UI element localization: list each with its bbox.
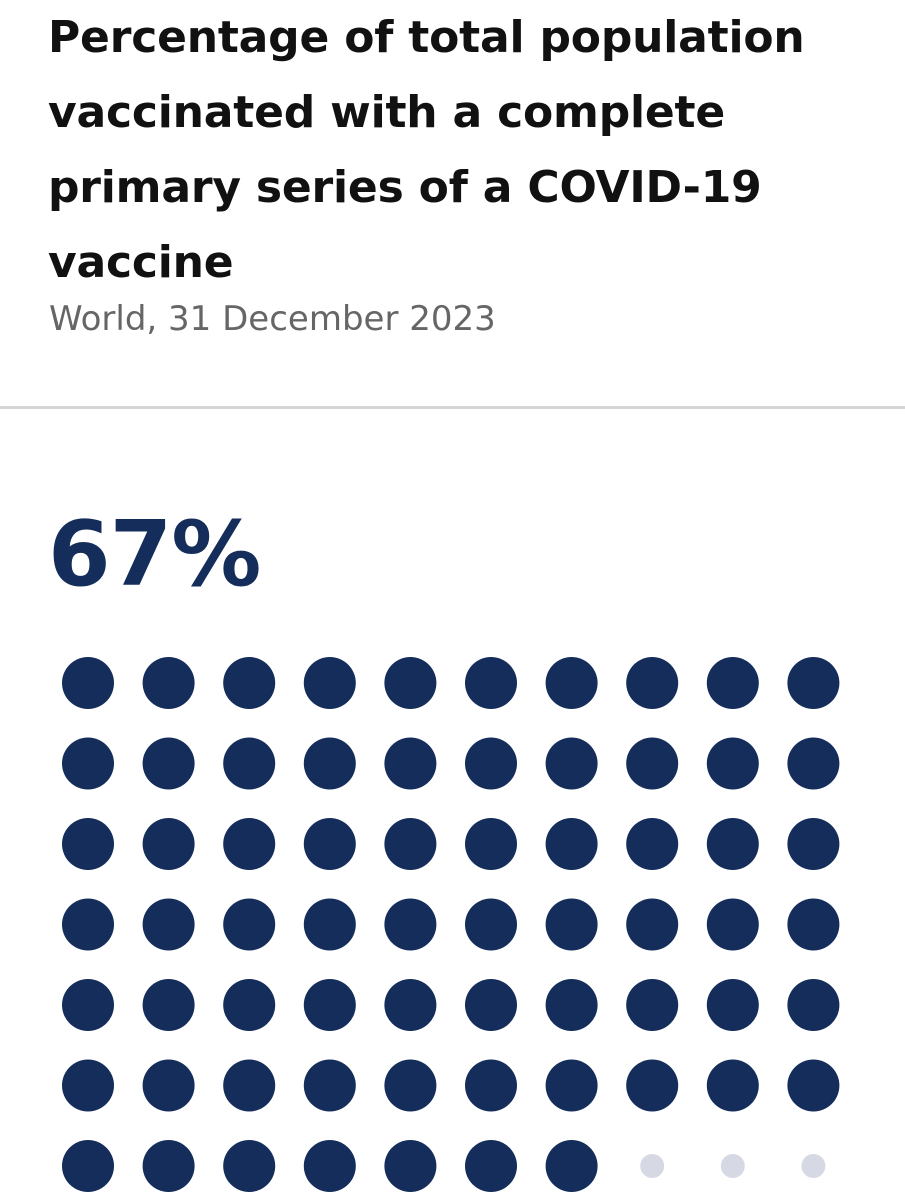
dot-filled: [303, 818, 356, 870]
dot-filled: [465, 737, 517, 790]
dot-filled: [142, 737, 195, 790]
dot-filled: [223, 657, 276, 709]
dot-filled: [626, 898, 679, 951]
dot-filled: [787, 979, 840, 1031]
dot-filled: [223, 737, 276, 790]
dot-empty: [801, 1154, 826, 1178]
dot-filled: [303, 1140, 356, 1192]
dot-filled: [465, 1140, 517, 1192]
percent-value-label: 67%: [48, 502, 261, 607]
dot-filled: [465, 1059, 517, 1112]
dot-filled: [626, 737, 679, 790]
dot-filled: [62, 898, 114, 951]
dot-filled: [62, 1059, 114, 1112]
dot-filled: [545, 979, 598, 1031]
dot-filled: [142, 1059, 195, 1112]
dot-filled: [62, 979, 114, 1031]
dot-filled: [384, 979, 437, 1031]
chart-title: Percentage of total population vaccinate…: [48, 12, 805, 288]
dot-filled: [142, 818, 195, 870]
dot-filled: [787, 1059, 840, 1112]
dot-filled: [787, 657, 840, 709]
dot-filled: [142, 898, 195, 951]
dot-filled: [626, 818, 679, 870]
dot-filled: [626, 1059, 679, 1112]
dot-filled: [303, 898, 356, 951]
dot-filled: [626, 657, 679, 709]
dot-filled: [62, 1140, 114, 1192]
divider: [0, 406, 905, 409]
dot-filled: [384, 657, 437, 709]
dot-filled: [787, 818, 840, 870]
dot-filled: [706, 898, 759, 951]
dot-filled: [545, 1140, 598, 1192]
dot-filled: [223, 898, 276, 951]
dot-filled: [787, 898, 840, 951]
dot-filled: [62, 818, 114, 870]
dot-empty: [640, 1154, 665, 1178]
dot-filled: [787, 737, 840, 790]
dot-matrix-chart: [62, 657, 840, 1192]
dot-filled: [384, 818, 437, 870]
dot-filled: [142, 657, 195, 709]
dot-filled: [223, 1140, 276, 1192]
dot-filled: [384, 737, 437, 790]
dot-filled: [142, 1140, 195, 1192]
dot-filled: [223, 1059, 276, 1112]
dot-filled: [303, 979, 356, 1031]
dot-filled: [303, 657, 356, 709]
dot-filled: [545, 737, 598, 790]
dot-empty: [720, 1154, 745, 1178]
chart-subtitle: World, 31 December 2023: [49, 299, 496, 339]
dot-filled: [465, 898, 517, 951]
dot-filled: [545, 898, 598, 951]
dot-filled: [384, 1059, 437, 1112]
dot-filled: [62, 737, 114, 790]
dot-filled: [223, 979, 276, 1031]
dot-filled: [303, 1059, 356, 1112]
dot-filled: [545, 657, 598, 709]
dot-filled: [545, 1059, 598, 1112]
dot-filled: [62, 657, 114, 709]
dot-filled: [465, 818, 517, 870]
dot-filled: [545, 818, 598, 870]
dot-filled: [303, 737, 356, 790]
dot-filled: [706, 1059, 759, 1112]
dot-filled: [465, 657, 517, 709]
dot-filled: [626, 979, 679, 1031]
dot-filled: [384, 898, 437, 951]
dot-filled: [706, 818, 759, 870]
dot-filled: [384, 1140, 437, 1192]
dot-filled: [223, 818, 276, 870]
dot-filled: [706, 737, 759, 790]
dot-filled: [465, 979, 517, 1031]
dot-filled: [142, 979, 195, 1031]
dot-filled: [706, 979, 759, 1031]
dot-filled: [706, 657, 759, 709]
